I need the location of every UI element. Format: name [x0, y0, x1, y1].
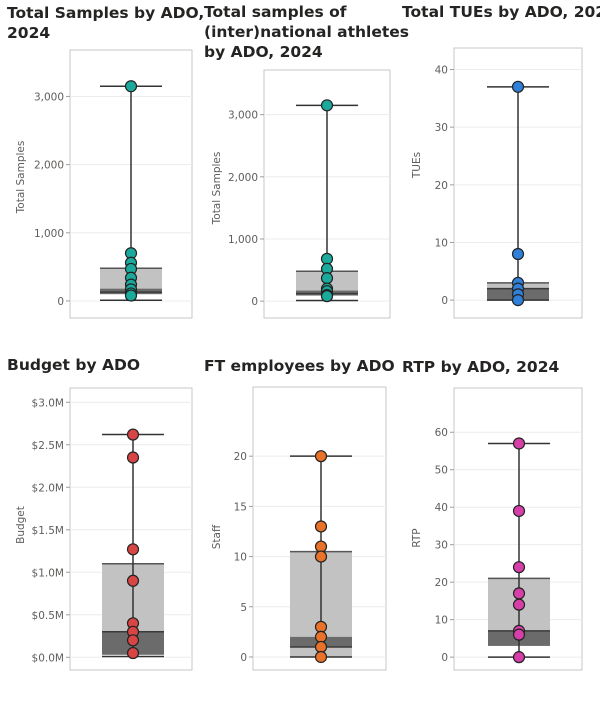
y-axis-label: Budget	[15, 506, 27, 544]
data-point	[126, 428, 140, 441]
chart-panel-6: RTP by ADO, 2024 0 10 20 30 40 50 60 RTP	[402, 358, 583, 671]
data-point	[512, 437, 526, 450]
y-axis-label: TUEs	[411, 152, 423, 179]
y-axis-label: Total Samples	[15, 141, 27, 215]
tick-label: 50	[435, 465, 448, 477]
data-point	[314, 540, 328, 553]
chart-title: Total Samples by ADO,	[7, 4, 204, 22]
tick-label: 10	[435, 237, 448, 249]
y-axis-label: Staff	[211, 524, 223, 549]
chart-panel-5: FT employees by ADO 0 5 10 15 20 Staff	[204, 357, 395, 671]
tick-label: $1.0M	[32, 567, 64, 579]
tick-label: 40	[435, 502, 448, 514]
data-point	[124, 80, 138, 93]
tick-label: 0	[251, 296, 258, 308]
tick-label: $2.5M	[32, 440, 64, 452]
tick-label: $0.0M	[32, 652, 64, 664]
y-axis-label: RTP	[411, 528, 423, 547]
tick-label: 3,000	[228, 110, 258, 122]
tick-label: $1.5M	[32, 525, 64, 537]
data-point	[126, 543, 140, 556]
data-point	[511, 294, 525, 307]
tick-label: 20	[234, 451, 247, 463]
tick-label: 2,000	[34, 160, 64, 172]
tick-label: $2.0M	[32, 482, 64, 494]
data-point	[512, 587, 526, 600]
tick-label: 20	[435, 180, 448, 192]
tick-label: 10	[435, 615, 448, 627]
tick-label: $3.0M	[32, 397, 64, 409]
chart-panel-4: Budget by ADO $0.0M $0.5M $1.0M $1.5M $2.0M $2…	[7, 356, 193, 671]
y-axis-label: Total Samples	[211, 152, 223, 226]
data-point	[511, 247, 525, 261]
chart-panel-2: Total samples of (inter)national athletes…	[204, 3, 409, 319]
data-point	[512, 504, 526, 518]
tick-label: 3,000	[34, 91, 64, 103]
tick-label: 5	[240, 602, 247, 614]
data-point	[511, 80, 525, 93]
chart-title: 2024	[7, 24, 50, 42]
data-point	[512, 651, 526, 664]
chart-title: (inter)national athletes	[204, 23, 409, 41]
tick-label: 60	[435, 427, 448, 439]
chart-title: RTP by ADO, 2024	[402, 358, 560, 376]
data-point	[314, 630, 328, 644]
chart-panel-1: Total Samples by ADO, 2024 0 1,000 2,000 3,00…	[7, 4, 204, 319]
tick-label: 40	[435, 65, 448, 77]
data-point	[126, 646, 140, 660]
tick-label: 0	[240, 652, 247, 664]
chart-panel-3: Total TUEs by ADO, 2024 0 10 20 30 40 TUEs	[402, 3, 600, 319]
tick-label: 30	[435, 122, 448, 134]
tick-label: 10	[234, 552, 247, 564]
chart-title: FT employees by ADO	[204, 357, 395, 375]
data-point	[314, 520, 328, 533]
data-point	[512, 628, 526, 641]
tick-label: 20	[435, 577, 448, 589]
tick-label: 0	[57, 296, 64, 308]
data-point	[320, 290, 334, 303]
tick-label: $0.5M	[32, 610, 64, 622]
data-point	[314, 620, 328, 633]
data-point	[126, 634, 140, 647]
chart-title: Total TUEs by ADO, 2024	[402, 3, 600, 21]
data-point	[314, 450, 328, 463]
data-point	[126, 451, 140, 464]
data-point	[320, 99, 334, 112]
data-point	[314, 550, 328, 563]
data-point	[126, 574, 140, 587]
data-point	[314, 650, 328, 664]
data-point	[512, 598, 526, 611]
tick-label: 1,000	[34, 228, 64, 240]
chart-title: Budget by ADO	[7, 356, 140, 374]
tick-label: 2,000	[228, 172, 258, 184]
chart-title: by ADO, 2024	[204, 43, 323, 61]
tick-label: 1,000	[228, 234, 258, 246]
data-point	[124, 289, 138, 302]
chart-title: Total samples of	[204, 3, 347, 21]
data-point	[314, 640, 328, 654]
tick-label: 0	[441, 295, 448, 307]
data-point	[320, 272, 334, 285]
tick-label: 30	[435, 540, 448, 552]
tick-label: 0	[441, 652, 448, 664]
tick-label: 15	[234, 501, 247, 513]
data-point	[512, 561, 526, 574]
